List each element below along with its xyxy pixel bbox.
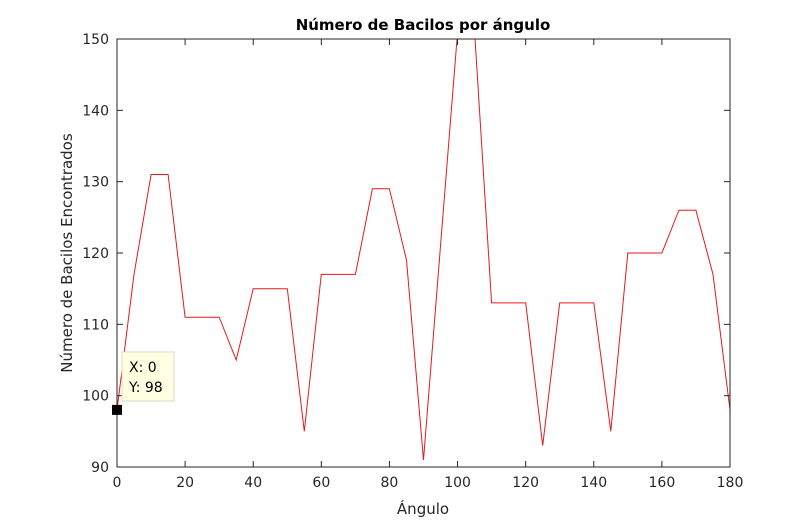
x-axis-ticks: 0 20 40 60 80 100 120 140 160 180 xyxy=(113,39,744,491)
x-tick-label: 20 xyxy=(176,475,194,491)
x-tick-label: 160 xyxy=(649,475,676,491)
y-tick-label: 140 xyxy=(82,103,109,119)
datatip-box xyxy=(121,351,175,402)
data-line-layer xyxy=(117,39,730,460)
x-tick-label: 80 xyxy=(381,475,399,491)
x-tick-label: 180 xyxy=(717,475,744,491)
series-line-0 xyxy=(117,39,730,460)
datatip-marker[interactable] xyxy=(112,404,122,415)
y-tick-label: 110 xyxy=(82,317,109,333)
datatip-y-text: Y: 98 xyxy=(128,380,163,396)
chart-title: Número de Bacilos por ángulo xyxy=(296,16,551,34)
y-axis-ticks: 90 100 110 120 130 140 150 xyxy=(82,32,730,476)
y-tick-label: 150 xyxy=(82,32,109,48)
x-tick-label: 140 xyxy=(580,475,607,491)
datatip[interactable]: X: 0 Y: 98 xyxy=(112,351,175,415)
x-tick-label: 120 xyxy=(512,475,539,491)
y-tick-label: 90 xyxy=(91,460,109,476)
x-tick-label: 0 xyxy=(113,475,122,491)
x-axis-label: Ángulo xyxy=(397,499,449,518)
y-tick-label: 130 xyxy=(82,175,109,191)
x-tick-label: 100 xyxy=(444,475,471,491)
y-tick-label: 120 xyxy=(82,246,109,262)
y-axis-label: Número de Bacilos Encontrados xyxy=(58,133,76,373)
x-tick-label: 40 xyxy=(244,475,262,491)
y-tick-label: 100 xyxy=(82,389,109,405)
x-tick-label: 60 xyxy=(312,475,330,491)
datatip-x-text: X: 0 xyxy=(129,360,157,376)
